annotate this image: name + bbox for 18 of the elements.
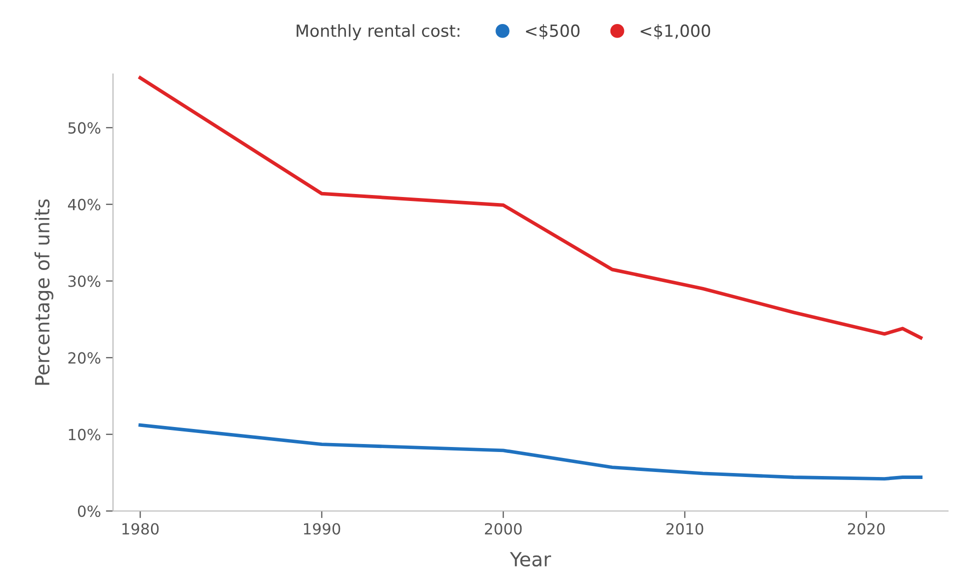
legend-title: Monthly rental cost: [296, 24, 460, 40]
legend-label: <$500 [526, 24, 580, 40]
legend-label: <$1,000 [640, 24, 710, 40]
x-axis-title: Year [510, 552, 552, 567]
y-tick-label: 10% [68, 428, 100, 440]
y-tick-label: 20% [68, 352, 100, 364]
line-series [138, 76, 923, 340]
y-tick-label: 50% [68, 122, 100, 134]
x-tick-label: 2000 [484, 523, 522, 535]
x-tick-label: 1990 [304, 523, 340, 535]
y-tick-label: 0% [78, 505, 100, 518]
y-axis-title: Percentage of units [34, 199, 54, 385]
line-series [138, 423, 923, 481]
y-tick-label: 40% [68, 198, 100, 210]
x-tick-label: 2020 [848, 523, 885, 535]
y-tick-label: 30% [68, 275, 100, 288]
x-tick-label: 2010 [666, 523, 704, 535]
x-tick-label: 1980 [122, 523, 159, 535]
